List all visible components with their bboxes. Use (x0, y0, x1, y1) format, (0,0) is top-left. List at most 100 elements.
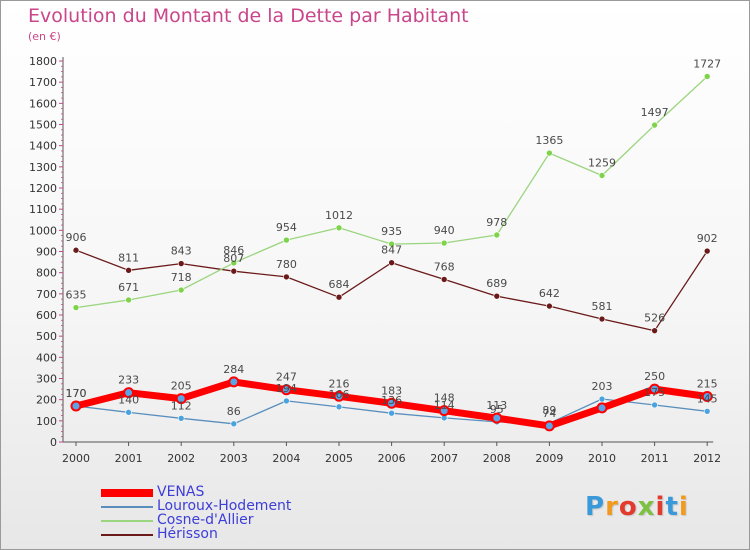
data-label-venas: 148 (434, 392, 455, 405)
data-point-cosne-d-allier (546, 149, 553, 157)
data-label-cosne-d-allier: 935 (381, 225, 402, 238)
y-tick-label: 1000 (29, 224, 57, 237)
y-tick-label: 1200 (29, 182, 57, 195)
data-label-venas: 113 (486, 399, 507, 412)
data-point-venas (701, 390, 713, 402)
proxiti-logo: Proxiti (585, 492, 689, 522)
data-label-venas: 74 (542, 407, 556, 420)
data-point-h-risson (493, 292, 501, 300)
data-point-venas (543, 420, 555, 432)
data-label-venas: 216 (329, 377, 350, 390)
data-label-h-risson: 843 (171, 245, 192, 258)
data-point-cosne-d-allier (493, 231, 501, 239)
data-label-h-risson: 906 (66, 231, 87, 244)
data-point-venas (333, 390, 345, 402)
data-point-h-risson (598, 315, 606, 323)
x-tick-label: 2000 (62, 452, 90, 465)
data-point-louroux-hodement (177, 414, 185, 422)
data-point-cosne-d-allier (283, 236, 290, 244)
data-label-cosne-d-allier: 718 (171, 271, 192, 284)
data-point-venas (596, 402, 608, 414)
data-label-venas: 247 (276, 371, 297, 384)
data-point-louroux-hodement (283, 397, 290, 405)
data-point-louroux-hodement (125, 409, 132, 416)
data-point-venas (438, 405, 450, 417)
chart-subtitle: (en €) (28, 30, 61, 43)
data-point-h-risson (651, 327, 658, 334)
data-point-h-risson (388, 259, 395, 267)
legend-swatch (101, 534, 153, 536)
data-label-h-risson: 581 (592, 300, 613, 313)
y-tick-label: 100 (36, 415, 57, 428)
data-point-cosne-d-allier (388, 240, 395, 248)
logo-letter: o (618, 492, 638, 522)
data-point-cosne-d-allier (440, 239, 448, 247)
data-label-venas: 284 (223, 363, 244, 376)
y-tick-label: 1600 (29, 97, 57, 110)
y-tick-label: 400 (36, 351, 57, 364)
data-point-h-risson (177, 260, 185, 267)
logo-letter: x (637, 492, 656, 522)
y-tick-label: 800 (36, 267, 57, 280)
data-point-louroux-hodement (651, 401, 658, 409)
data-point-louroux-hodement (388, 409, 395, 417)
data-label-cosne-d-allier: 846 (223, 244, 244, 257)
data-point-venas (70, 400, 82, 412)
data-label-cosne-d-allier: 1727 (693, 57, 721, 70)
data-label-cosne-d-allier: 1012 (325, 209, 353, 222)
legend-label: Hérisson (157, 526, 218, 542)
x-tick-label: 2002 (167, 452, 195, 465)
data-point-cosne-d-allier (335, 224, 343, 232)
data-label-louroux-hodement: 194 (276, 382, 297, 395)
data-label-cosne-d-allier: 671 (118, 281, 139, 294)
x-tick-label: 2003 (220, 452, 248, 465)
x-tick-label: 2006 (378, 452, 406, 465)
data-label-venas: 250 (644, 370, 665, 383)
data-point-h-risson (230, 267, 238, 275)
data-label-h-risson: 847 (381, 244, 402, 257)
legend-label: VENAS (157, 484, 205, 500)
data-point-venas (491, 412, 503, 424)
data-point-h-risson (125, 267, 132, 274)
x-tick-label: 2009 (535, 452, 563, 465)
data-point-h-risson (546, 302, 553, 310)
data-point-louroux-hodement (703, 408, 711, 415)
data-point-cosne-d-allier (177, 286, 185, 294)
data-label-louroux-hodement: 175 (644, 386, 665, 399)
y-tick-label: 900 (36, 246, 57, 259)
data-point-h-risson (283, 273, 290, 281)
x-tick-label: 2008 (483, 452, 511, 465)
data-point-cosne-d-allier (598, 172, 606, 179)
data-label-louroux-hodement: 166 (329, 388, 350, 401)
y-tick-label: 0 (50, 436, 57, 449)
y-tick-label: 700 (36, 288, 57, 301)
logo-letter: i (678, 492, 689, 522)
data-label-cosne-d-allier: 978 (486, 216, 507, 229)
data-label-cosne-d-allier: 940 (434, 224, 455, 237)
data-label-louroux-hodement: 145 (697, 392, 718, 405)
y-tick-label: 1100 (29, 203, 57, 216)
data-label-venas: 233 (118, 374, 139, 387)
data-label-venas: 205 (171, 380, 192, 393)
x-tick-label: 2007 (430, 452, 458, 465)
data-label-cosne-d-allier: 635 (66, 289, 87, 302)
series-labels: 906 811 843 807 780 684 847 768 689 642 581 526 902 6… (66, 57, 722, 419)
data-label-cosne-d-allier: 1365 (535, 134, 563, 147)
legend-item: Louroux-Hodement (101, 498, 361, 514)
data-label-cosne-d-allier: 954 (276, 221, 297, 234)
data-point-louroux-hodement (335, 403, 343, 411)
data-label-h-risson: 689 (486, 277, 507, 290)
y-tick-label: 1500 (29, 119, 57, 132)
y-tick-label: 500 (36, 330, 57, 343)
chart-title: Evolution du Montant de la Dette par Hab… (28, 5, 469, 27)
data-point-venas (175, 393, 187, 405)
legend-label: Cosne-d'Allier (157, 512, 254, 528)
y-tick-label: 600 (36, 309, 57, 322)
data-label-venas: 215 (697, 377, 718, 390)
data-label-cosne-d-allier: 1497 (641, 106, 669, 119)
y-tick-label: 1300 (29, 161, 57, 174)
y-tick-label: 1400 (29, 140, 57, 153)
legend-item: Hérisson (101, 526, 361, 542)
